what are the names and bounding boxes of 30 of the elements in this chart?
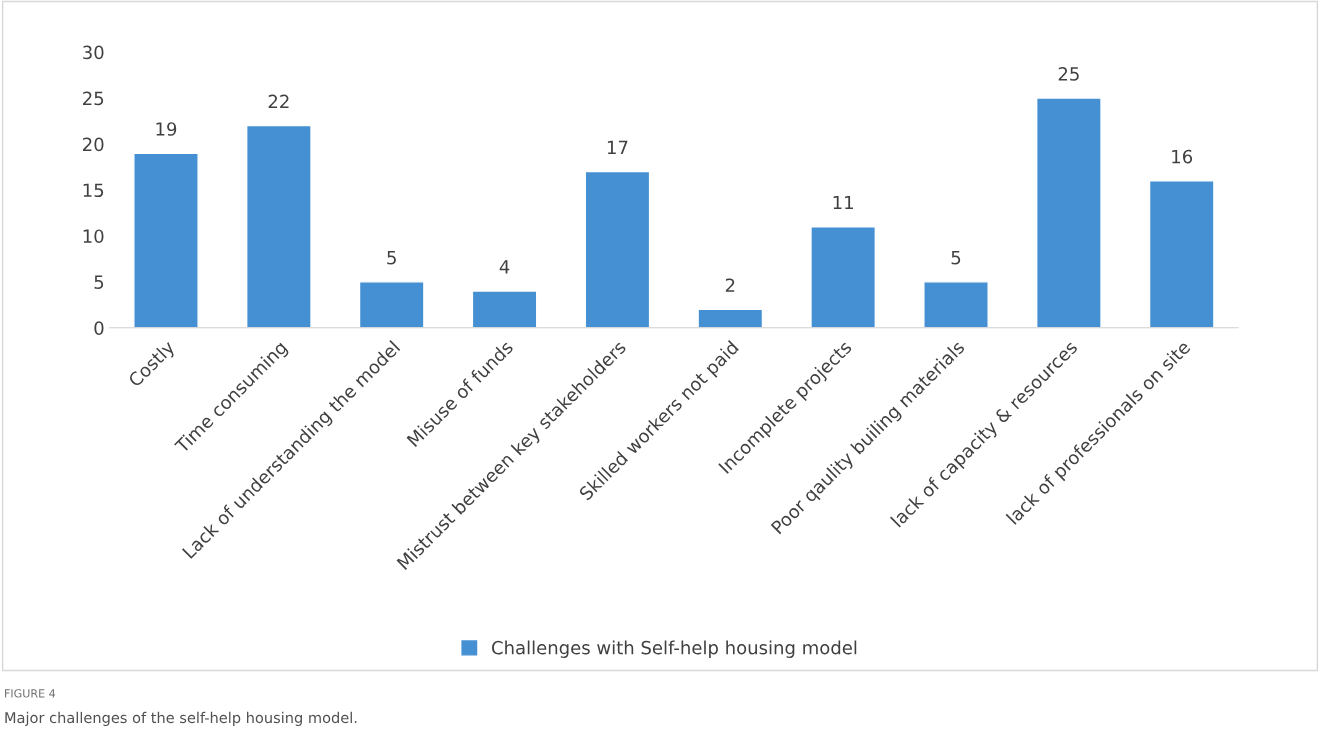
y-tick-label: 20 — [83, 137, 104, 152]
data-label: 16 — [1172, 149, 1193, 164]
bar — [245, 124, 312, 328]
data-label: 4 — [499, 260, 510, 274]
data-label: 5 — [387, 251, 396, 265]
data-label: 11 — [833, 195, 853, 210]
data-label: 22 — [268, 94, 289, 109]
caption: FIGURE 4 — [5, 689, 56, 698]
data-label: 2 — [725, 278, 735, 292]
data-label: 19 — [156, 122, 177, 136]
data-label: 17 — [607, 140, 628, 154]
bar — [923, 281, 989, 328]
legend-label: Challenges with Self-help housing model — [492, 640, 857, 658]
data-label: 5 — [951, 251, 961, 265]
y-tick-label: 10 — [83, 229, 104, 244]
bar — [133, 152, 199, 328]
data-label: 25 — [1058, 67, 1079, 81]
y-tick-label: 0 — [94, 321, 104, 335]
bar — [810, 226, 877, 328]
y-tick-label: 15 — [83, 183, 104, 198]
y-tick-label: 5 — [94, 275, 104, 289]
bar — [358, 281, 425, 328]
bar — [697, 308, 764, 328]
text: Major challenges of the self-help housing model. — [5, 711, 357, 726]
bar — [584, 170, 651, 328]
bar — [1036, 97, 1102, 328]
y-tick-label: 25 — [83, 91, 104, 106]
bar — [1148, 180, 1215, 328]
bar — [471, 290, 538, 328]
y-tick-label: 30 — [83, 45, 104, 60]
